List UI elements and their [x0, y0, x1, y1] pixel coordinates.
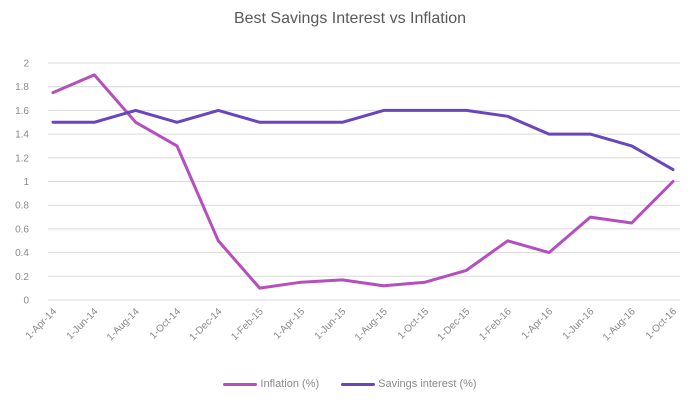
x-tick-label: 1-Oct-14: [148, 306, 184, 342]
inflation-line: [51, 73, 675, 290]
y-tick-label: 0: [23, 296, 29, 307]
y-tick-label: 1.2: [15, 153, 29, 164]
legend-label-inflation: Inflation (%): [260, 378, 320, 390]
x-tick-label: 1-Feb-15: [229, 306, 266, 343]
y-tick-label: 0.4: [15, 248, 29, 259]
x-tick-label: 1-Oct-16: [644, 306, 680, 342]
y-tick-label: 1.6: [15, 106, 29, 117]
x-tick-label: 1-Jun-15: [313, 306, 349, 342]
legend-swatch-inflation: [223, 382, 258, 386]
y-tick-label: 2: [23, 59, 29, 70]
x-tick-label: 1-Oct-15: [396, 306, 432, 342]
y-tick-label: 1: [23, 177, 29, 188]
x-tick-label: 1-Jun-14: [65, 306, 101, 342]
x-tick-label: 1-Jun-16: [561, 306, 597, 342]
y-tick-label: 0.6: [15, 224, 29, 235]
x-tick-label: 1-Aug-14: [105, 306, 142, 343]
x-tick-label: 1-Apr-15: [272, 306, 308, 342]
x-tick-label: 1-Aug-16: [601, 306, 638, 343]
y-tick-label: 1.8: [15, 82, 29, 93]
x-tick-label: 1-Dec-15: [436, 306, 473, 343]
x-tick-label: 1-Aug-15: [353, 306, 390, 343]
legend-item-inflation[interactable]: Inflation (%): [223, 378, 319, 390]
x-tick-label: 1-Apr-14: [24, 306, 60, 342]
legend-label-savings: Savings interest (%): [378, 378, 477, 390]
savings-interest-line: [51, 108, 675, 172]
x-tick-label: 1-Dec-14: [188, 306, 225, 343]
legend-item-savings[interactable]: Savings interest (%): [341, 378, 477, 390]
y-tick-label: 0.8: [15, 201, 29, 212]
x-tick-label: 1-Feb-16: [477, 306, 514, 343]
legend: Inflation (%) Savings interest (%): [0, 378, 700, 390]
x-tick-label: 1-Apr-16: [520, 306, 556, 342]
chart-title: Best Savings Interest vs Inflation: [233, 10, 467, 27]
y-tick-label: 0.2: [15, 272, 29, 283]
y-tick-label: 1.4: [15, 130, 29, 141]
legend-swatch-savings: [341, 382, 376, 386]
